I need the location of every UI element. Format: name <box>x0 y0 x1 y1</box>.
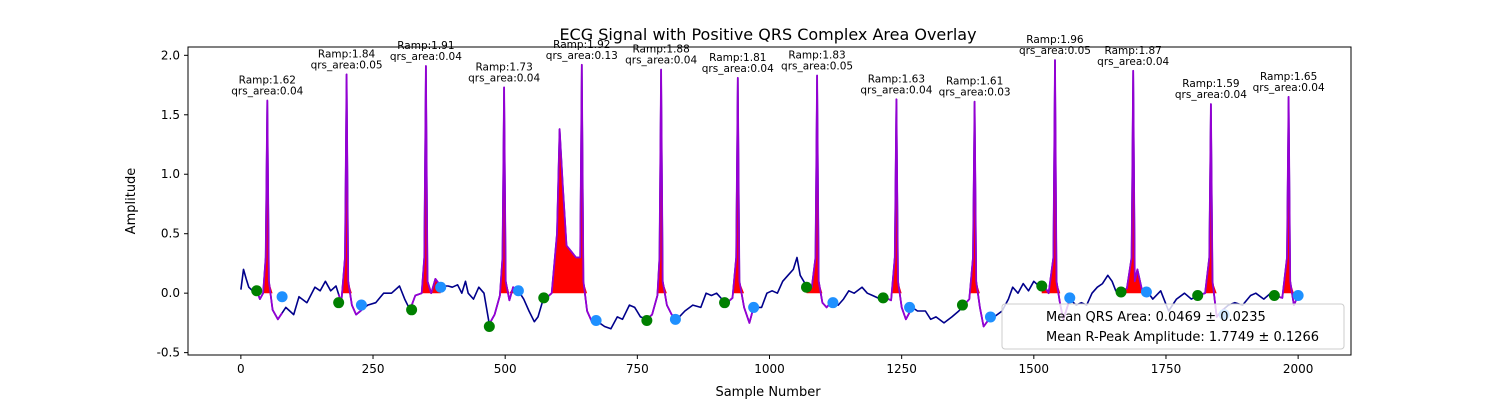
qrs-onset-marker <box>538 292 550 304</box>
r-peak-amplitude-label: Ramp:1.81 <box>709 52 766 64</box>
qrs-onset-marker <box>1268 290 1280 302</box>
qrs-offset-marker <box>276 291 288 303</box>
plot-area: Ramp:1.62qrs_area:0.04Ramp:1.84qrs_area:… <box>231 34 1325 332</box>
qrs-offset-marker <box>669 313 681 325</box>
x-tick-label: 750 <box>626 362 649 376</box>
qrs-onset-marker <box>956 299 968 311</box>
qrs-onset-marker <box>719 297 731 309</box>
r-peak-amplitude-label: Ramp:1.96 <box>1026 34 1084 46</box>
qrs-segment-line <box>646 68 676 320</box>
qrs-onset-marker <box>801 281 813 293</box>
qrs-segment-line <box>337 73 362 316</box>
qrs-offset-marker <box>984 311 996 323</box>
qrs-offset-marker <box>748 301 760 313</box>
y-tick-label: 0.5 <box>161 227 180 241</box>
qrs-offset-marker <box>355 299 367 311</box>
qrs-offset-marker <box>1140 286 1152 298</box>
qrs-onset-marker <box>1036 280 1048 292</box>
legend-entry: Mean QRS Area: 0.0469 ± 0.0235 <box>1046 310 1266 325</box>
qrs-area-label: qrs_area:0.05 <box>781 61 853 73</box>
r-peak-amplitude-label: Ramp:1.65 <box>1260 71 1317 83</box>
x-tick-label: 1000 <box>754 362 785 376</box>
qrs-onset-marker <box>641 315 653 327</box>
qrs-area-label: qrs_area:0.04 <box>390 51 462 63</box>
chart-title: ECG Signal with Positive QRS Complex Are… <box>559 25 976 44</box>
y-tick-label: 2.0 <box>161 48 180 62</box>
qrs-onset-marker <box>406 304 418 316</box>
x-tick-label: 1500 <box>1019 362 1050 376</box>
axis-ticks: 0 250 500 750 1000 1250 1500 1750 2000 -0.5 0.0 0.5… <box>157 48 1314 376</box>
legend-entry: Mean R-Peak Amplitude: 1.7749 ± 0.1266 <box>1046 330 1319 345</box>
r-peak-amplitude-label: Ramp:1.92 <box>553 39 610 51</box>
qrs-onset-marker <box>877 292 889 304</box>
qrs-onset-marker <box>483 320 495 332</box>
qrs-onset-marker <box>251 285 263 297</box>
x-tick-label: 1750 <box>1151 362 1182 376</box>
qrs-offset-marker <box>590 315 602 327</box>
qrs-segment-line <box>488 86 519 325</box>
r-peak-amplitude-label: Ramp:1.91 <box>397 40 454 52</box>
y-tick-label: 1.5 <box>161 108 180 122</box>
qrs-onset-marker <box>1192 290 1204 302</box>
qrs-onset-marker <box>333 297 345 309</box>
qrs-offset-marker <box>435 281 447 293</box>
qrs-offset-marker <box>827 297 839 309</box>
qrs-offset-marker <box>904 301 916 313</box>
qrs-area-label: qrs_area:0.04 <box>860 84 932 96</box>
qrs-segment-line <box>543 63 597 324</box>
qrs-area-label: qrs_area:0.04 <box>1253 82 1325 94</box>
x-tick-label: 500 <box>494 362 517 376</box>
qrs-segment-line <box>255 99 283 321</box>
qrs-segment-line <box>806 74 834 309</box>
qrs-area-label: qrs_area:0.05 <box>1019 45 1091 57</box>
y-tick-label: 1.0 <box>161 167 180 181</box>
qrs-segment-line <box>410 65 442 306</box>
x-axis-label: Sample Number <box>715 385 821 400</box>
legend-box <box>1001 303 1345 350</box>
y-tick-label: -0.5 <box>157 346 180 360</box>
r-peak-amplitude-label: Ramp:1.63 <box>868 73 925 85</box>
qrs-area-label: qrs_area:0.04 <box>702 63 774 75</box>
r-peak-amplitude-label: Ramp:1.84 <box>318 48 376 60</box>
y-tick-label: 0.0 <box>161 286 180 300</box>
qrs-offset-marker <box>512 285 524 297</box>
x-tick-label: 0 <box>237 362 245 376</box>
qrs-area-label: qrs_area:0.05 <box>311 59 383 71</box>
x-tick-label: 1250 <box>886 362 917 376</box>
qrs-offset-marker <box>1292 290 1304 302</box>
qrs-onset-marker <box>1115 286 1127 298</box>
qrs-area-label: qrs_area:0.04 <box>1175 89 1247 101</box>
qrs-area-label: qrs_area:0.04 <box>1097 56 1169 68</box>
x-tick-label: 250 <box>362 362 385 376</box>
qrs-area-label: qrs_area:0.13 <box>546 50 618 62</box>
r-peak-amplitude-label: Ramp:1.87 <box>1105 45 1162 57</box>
r-peak-amplitude-label: Ramp:1.73 <box>475 61 532 73</box>
qrs-area-label: qrs_area:0.03 <box>939 87 1011 99</box>
r-peak-amplitude-label: Ramp:1.62 <box>239 75 296 87</box>
y-axis-label: Amplitude <box>124 168 139 235</box>
qrs-offset-marker <box>1064 292 1076 304</box>
legend: Mean QRS Area: 0.0469 ± 0.0235 Mean R-Pea… <box>1001 303 1345 350</box>
qrs-area-label: qrs_area:0.04 <box>625 55 697 67</box>
r-peak-amplitude-label: Ramp:1.59 <box>1182 78 1239 90</box>
qrs-area-label: qrs_area:0.04 <box>468 72 540 84</box>
r-peak-amplitude-label: Ramp:1.83 <box>788 50 845 62</box>
qrs-area-label: qrs_area:0.04 <box>231 86 303 98</box>
x-tick-label: 2000 <box>1283 362 1314 376</box>
r-peak-amplitude-label: Ramp:1.61 <box>946 76 1003 88</box>
